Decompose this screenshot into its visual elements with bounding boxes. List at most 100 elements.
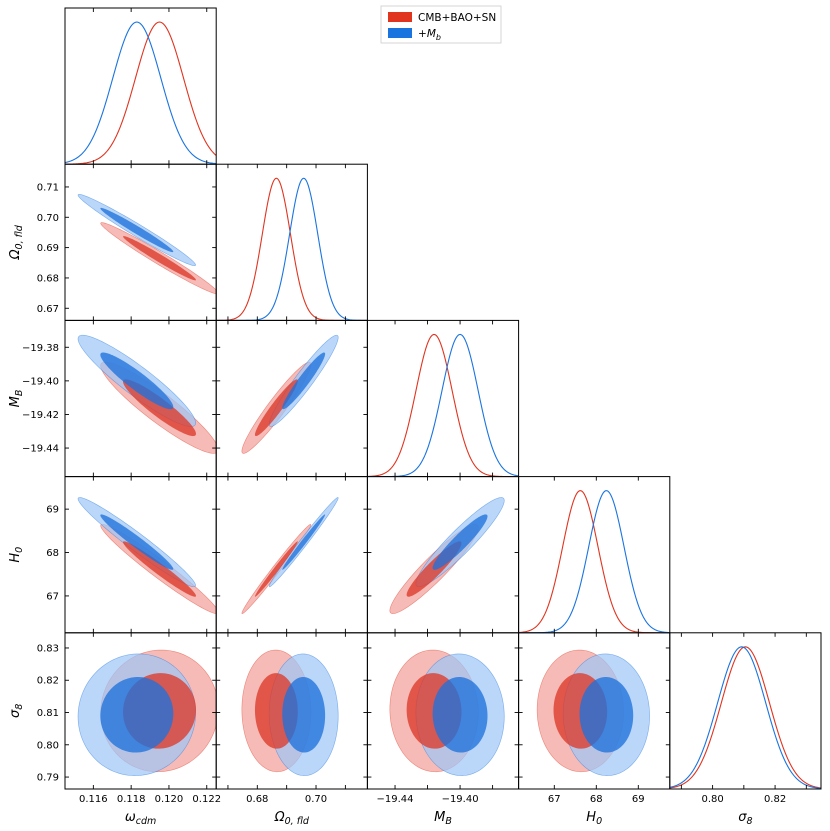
y-tick-label-M_B: −19.38 — [22, 343, 59, 354]
y-tick-label-sigma_8: 0.83 — [37, 643, 59, 654]
x-tick-label-sigma_8: 0.80 — [701, 794, 723, 805]
marginal-curve-cmb — [65, 21, 217, 165]
contour-group — [77, 194, 217, 295]
legend-swatch-cmb — [388, 12, 412, 22]
y-axis-label-M_B: MB — [8, 390, 25, 408]
contour-68-cmb — [254, 541, 298, 597]
label-subscript: cdm — [136, 816, 157, 827]
x-tick-label-Omega_0_fld: 0.68 — [246, 794, 268, 805]
panel-Omega_0_fld-vs-omega_cdm — [64, 163, 217, 321]
y-tick-label-H_0: 67 — [46, 591, 59, 602]
y-tick-label-Omega_0_fld: 0.67 — [37, 304, 59, 315]
contour-68-mb — [100, 677, 174, 753]
label-subscript: 0, fld — [285, 816, 310, 827]
x-tick-label-H_0: 69 — [632, 794, 645, 805]
y-axis-label-sigma_8: σ8 — [8, 704, 25, 718]
y-tick-label-Omega_0_fld: 0.70 — [37, 213, 59, 224]
y-axis-label-Omega_0_fld: Ω0, fld — [8, 224, 25, 260]
contour-68-cmb — [254, 379, 298, 437]
label-subscript: 8 — [747, 816, 753, 827]
contour-group — [77, 334, 217, 454]
contour-group — [241, 497, 339, 614]
label-subscript: 0 — [14, 547, 25, 553]
x-tick-label-M_B: −19.44 — [377, 794, 414, 805]
contour-group — [77, 497, 217, 614]
marginal-curve-cmb — [518, 490, 670, 633]
panel-H_0-vs-Omega_0_fld — [215, 476, 368, 634]
y-tick-label-H_0: 69 — [46, 505, 59, 516]
contour-68-mb — [282, 352, 326, 410]
x-tick-label-sigma_8: 0.82 — [764, 794, 786, 805]
x-axis-label-omega_cdm: ωcdm — [125, 810, 156, 827]
contour-group — [389, 497, 505, 614]
contour-68-mb — [100, 207, 174, 253]
x-tick-label-M_B: −19.40 — [442, 794, 479, 805]
marginal-frame — [215, 163, 368, 321]
y-axis-label-H_0: H0 — [8, 547, 25, 563]
panel-H_0-vs-M_B — [366, 476, 520, 634]
x-axis-label-M_B: MB — [434, 810, 452, 827]
contour-68-mb — [282, 514, 326, 570]
marginal-curve-cmb — [669, 646, 821, 789]
y-tick-label-M_B: −19.42 — [22, 410, 59, 421]
contour-68-mb — [432, 514, 488, 570]
marginal-curves — [367, 333, 519, 477]
contour-group — [77, 649, 217, 776]
y-tick-label-sigma_8: 0.81 — [37, 708, 59, 719]
marginal-curve-cmb — [367, 333, 519, 477]
panel-H_0-vs-omega_cdm — [64, 476, 217, 634]
label-symbol: H — [586, 810, 596, 825]
label-subscript: 0, fld — [14, 224, 25, 249]
x-axis-label-Omega_0_fld: Ω0, fld — [274, 810, 310, 827]
y-tick-label-sigma_8: 0.80 — [37, 740, 59, 751]
ticks — [65, 8, 807, 789]
label-subscript: B — [445, 816, 452, 827]
legend: CMB+BAO+SN +Mb — [380, 5, 502, 44]
contour-68-cmb — [123, 541, 196, 597]
label-symbol: Ω — [274, 810, 285, 825]
contour-group — [536, 649, 650, 776]
contour-68-cmb — [123, 236, 196, 281]
panel-sigma_8-vs-M_B — [366, 632, 520, 790]
label-symbol: σ — [738, 810, 747, 825]
panel-sigma_8-vs-H_0 — [518, 632, 671, 790]
legend-swatch-mb — [388, 28, 412, 38]
x-tick-label-omega_cdm: 0.116 — [79, 794, 108, 805]
marginal-M_B — [366, 319, 520, 478]
marginal-curves — [669, 646, 821, 789]
contour-68-mb — [282, 677, 326, 753]
marginal-curve-mb — [65, 21, 217, 165]
marginal-curve-cmb — [216, 177, 368, 321]
contour-group — [389, 649, 505, 776]
marginal-frame — [669, 632, 822, 790]
x-tick-label-omega_cdm: 0.120 — [155, 794, 184, 805]
marginal-curves — [216, 177, 368, 321]
panel-sigma_8-vs-Omega_0_fld — [215, 632, 368, 790]
marginal-curve-mb — [216, 177, 368, 321]
contour-68-mb — [100, 352, 174, 410]
x-axis-label-H_0: H0 — [586, 810, 602, 827]
contour-68-mb — [100, 514, 174, 570]
y-tick-label-H_0: 68 — [46, 548, 59, 559]
y-tick-label-Omega_0_fld: 0.68 — [37, 273, 59, 284]
panel-M_B-vs-Omega_0_fld — [215, 319, 368, 478]
marginal-curve-mb — [367, 333, 519, 477]
contour-68-mb — [432, 677, 488, 753]
marginal-Omega_0_fld — [215, 163, 368, 321]
marginal-curves — [65, 21, 217, 165]
y-tick-label-sigma_8: 0.82 — [37, 676, 59, 687]
label-symbol: M — [8, 396, 23, 407]
y-tick-label-Omega_0_fld: 0.71 — [37, 182, 59, 193]
x-tick-label-omega_cdm: 0.118 — [117, 794, 146, 805]
label-symbol: Ω — [8, 249, 23, 260]
x-tick-label-omega_cdm: 0.122 — [192, 794, 221, 805]
marginal-frame — [64, 7, 217, 165]
marginal-sigma_8 — [669, 632, 822, 790]
label-symbol: M — [434, 810, 445, 825]
legend-label-mb: +Mb — [418, 28, 441, 42]
panel-sigma_8-vs-omega_cdm — [64, 632, 217, 790]
x-tick-label-H_0: 68 — [590, 794, 603, 805]
